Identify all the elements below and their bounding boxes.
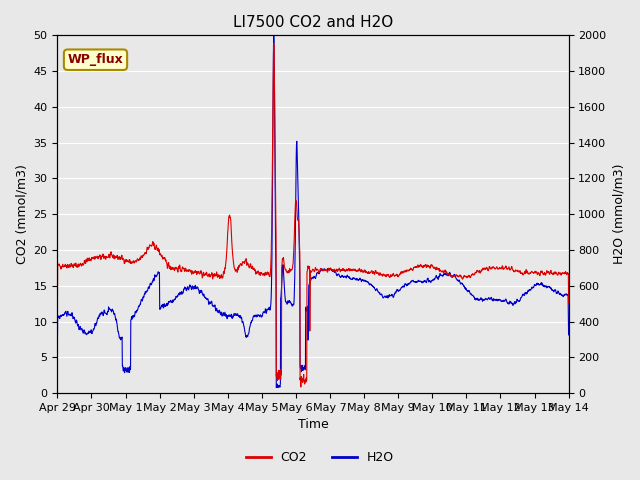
Text: WP_flux: WP_flux: [68, 53, 124, 66]
Title: LI7500 CO2 and H2O: LI7500 CO2 and H2O: [233, 15, 393, 30]
X-axis label: Time: Time: [298, 419, 328, 432]
Y-axis label: H2O (mmol/m3): H2O (mmol/m3): [612, 164, 625, 264]
Legend: CO2, H2O: CO2, H2O: [241, 446, 399, 469]
Y-axis label: CO2 (mmol/m3): CO2 (mmol/m3): [15, 164, 28, 264]
